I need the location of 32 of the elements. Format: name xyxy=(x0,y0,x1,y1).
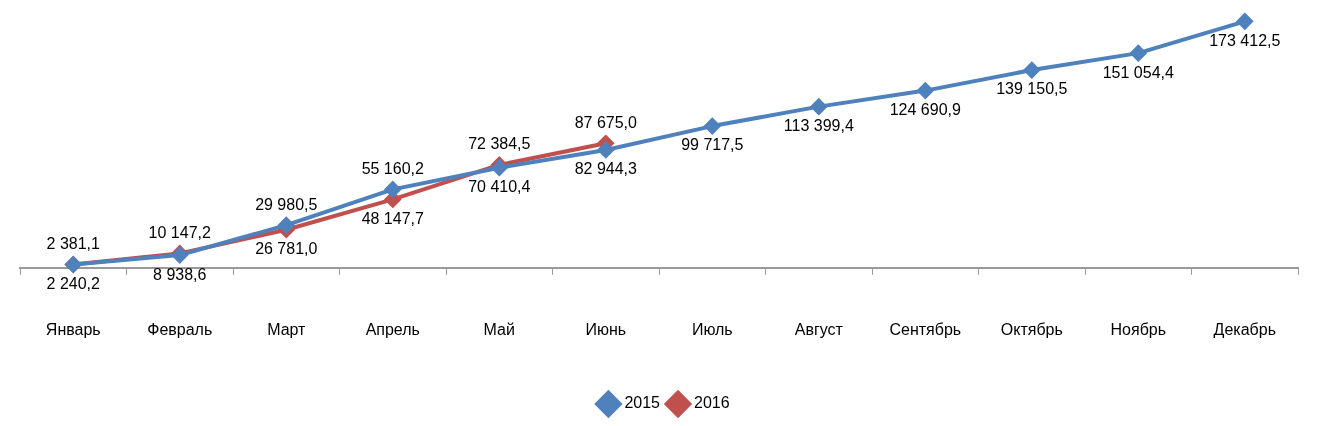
x-tick-label: Февраль xyxy=(147,320,213,338)
x-tick-label: Май xyxy=(483,320,515,338)
data-label: 8 938,6 xyxy=(153,265,207,283)
legend-label: 2016 xyxy=(694,394,730,412)
data-label: 99 717,5 xyxy=(681,136,744,154)
x-tick-label: Январь xyxy=(45,320,101,338)
data-label: 70 410,4 xyxy=(468,178,531,196)
x-tick-label: Март xyxy=(267,320,307,338)
data-label: 82 944,3 xyxy=(574,160,638,178)
data-label: 124 690,9 xyxy=(889,101,961,119)
x-tick-label: Октябрь xyxy=(1000,320,1063,338)
data-label: 2 240,2 xyxy=(46,275,101,293)
data-label: 26 781,0 xyxy=(255,240,318,258)
data-label: 10 147,2 xyxy=(148,223,211,241)
data-label: 72 384,5 xyxy=(468,135,531,153)
x-tick-label: Апрель xyxy=(365,320,420,338)
data-label: 113 399,4 xyxy=(783,117,854,135)
data-label: 2 381,1 xyxy=(46,234,101,252)
x-tick-label: Сентябрь xyxy=(889,320,962,338)
data-label: 139 150,5 xyxy=(996,80,1068,98)
x-tick-label: Ноябрь xyxy=(1110,320,1167,338)
x-tick-label: Декабрь xyxy=(1213,320,1276,338)
data-label: 173 412,5 xyxy=(1209,31,1281,49)
data-label: 151 054,4 xyxy=(1102,63,1174,81)
data-label: 48 147,7 xyxy=(361,209,425,227)
legend-label: 2015 xyxy=(624,394,661,412)
data-label: 87 675,0 xyxy=(574,113,638,131)
x-tick-label: Июнь xyxy=(585,320,627,338)
x-tick-label: Июль xyxy=(691,320,733,338)
data-label: 55 160,2 xyxy=(361,159,425,177)
data-label: 29 980,5 xyxy=(255,195,318,213)
x-tick-label: Август xyxy=(794,320,844,338)
